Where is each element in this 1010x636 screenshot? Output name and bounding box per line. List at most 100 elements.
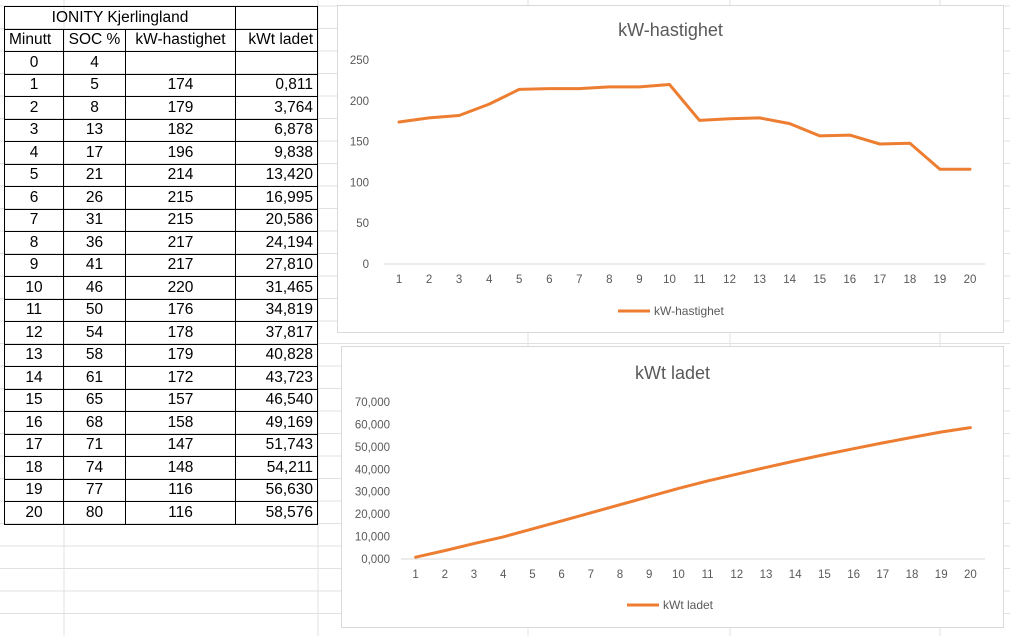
cell-soc[interactable]: 46 (63, 276, 126, 300)
cell-soc[interactable]: 4 (63, 51, 126, 75)
header-soc[interactable]: SOC % (63, 28, 126, 52)
cell-kwt-ladet[interactable]: 56,630 (235, 478, 318, 502)
cell-kw-hastighet[interactable]: 116 (125, 478, 236, 502)
cell-kwt-ladet[interactable]: 27,810 (235, 253, 318, 277)
series-line[interactable] (414, 426, 972, 559)
cell-kwt-ladet[interactable]: 16,995 (235, 186, 318, 210)
cell-soc[interactable]: 17 (63, 141, 126, 165)
cell-kw-hastighet[interactable] (125, 51, 236, 75)
cell-kwt-ladet[interactable]: 6,878 (235, 118, 318, 142)
cell-minutt[interactable]: 9 (4, 253, 64, 277)
x-tick-label: 13 (753, 274, 766, 286)
empty-cell[interactable] (235, 6, 318, 30)
cell-minutt[interactable]: 16 (4, 411, 64, 435)
cell-minutt[interactable]: 14 (4, 366, 64, 390)
cell-minutt[interactable]: 20 (4, 501, 64, 525)
y-tick-label: 50 (356, 218, 369, 230)
cell-minutt[interactable]: 0 (4, 51, 64, 75)
cell-kw-hastighet[interactable]: 172 (125, 366, 236, 390)
header-kwt-ladet[interactable]: kWt ladet (235, 28, 318, 52)
cell-kwt-ladet[interactable]: 3,764 (235, 96, 318, 120)
cell-soc[interactable]: 74 (63, 456, 126, 480)
cell-minutt[interactable]: 4 (4, 141, 64, 165)
cell-minutt[interactable]: 3 (4, 118, 64, 142)
cell-kw-hastighet[interactable]: 214 (125, 163, 236, 187)
cell-soc[interactable]: 58 (63, 343, 126, 367)
cell-kwt-ladet[interactable]: 37,817 (235, 321, 318, 345)
chart-kw-hastighet[interactable]: kW-hastighet 0 50 100 150 200 250 1 2 3 4 5 6 7 8 9 10 11… (337, 5, 1004, 333)
cell-kwt-ladet[interactable]: 0,811 (235, 73, 318, 97)
header-minutt[interactable]: Minutt (4, 28, 64, 52)
header-kw-hastighet[interactable]: kW-hastighet (125, 28, 236, 52)
cell-soc[interactable]: 21 (63, 163, 126, 187)
cell-minutt[interactable]: 7 (4, 208, 64, 232)
cell-kw-hastighet[interactable]: 157 (125, 388, 236, 412)
cell-soc[interactable]: 71 (63, 433, 126, 457)
cell-kwt-ladet[interactable] (235, 51, 318, 75)
cell-kwt-ladet[interactable]: 20,586 (235, 208, 318, 232)
cell-kwt-ladet[interactable]: 31,465 (235, 276, 318, 300)
cell-soc[interactable]: 8 (63, 96, 126, 120)
cell-kw-hastighet[interactable]: 196 (125, 141, 236, 165)
cell-soc[interactable]: 54 (63, 321, 126, 345)
cell-kwt-ladet[interactable]: 34,819 (235, 298, 318, 322)
cell-minutt[interactable]: 1 (4, 73, 64, 97)
table-row: 15 65 157 46,540 (4, 388, 318, 412)
cell-kw-hastighet[interactable]: 158 (125, 411, 236, 435)
cell-kw-hastighet[interactable]: 215 (125, 186, 236, 210)
cell-kwt-ladet[interactable]: 49,169 (235, 411, 318, 435)
cell-kw-hastighet[interactable]: 174 (125, 73, 236, 97)
cell-kw-hastighet[interactable]: 220 (125, 276, 236, 300)
cell-kwt-ladet[interactable]: 51,743 (235, 433, 318, 457)
cell-minutt[interactable]: 10 (4, 276, 64, 300)
cell-soc[interactable]: 26 (63, 186, 126, 210)
cell-kwt-ladet[interactable]: 13,420 (235, 163, 318, 187)
table-title[interactable]: IONITY Kjerlingland (4, 6, 236, 30)
cell-kw-hastighet[interactable]: 215 (125, 208, 236, 232)
cell-kw-hastighet[interactable]: 178 (125, 321, 236, 345)
cell-minutt[interactable]: 12 (4, 321, 64, 345)
cell-kw-hastighet[interactable]: 179 (125, 343, 236, 367)
cell-kw-hastighet[interactable]: 217 (125, 231, 236, 255)
cell-kwt-ladet[interactable]: 24,194 (235, 231, 318, 255)
cell-soc[interactable]: 80 (63, 501, 126, 525)
cell-soc[interactable]: 13 (63, 118, 126, 142)
cell-kw-hastighet[interactable]: 217 (125, 253, 236, 277)
x-tick-label: 19 (935, 569, 948, 581)
cell-kwt-ladet[interactable]: 58,576 (235, 501, 318, 525)
cell-kwt-ladet[interactable]: 54,211 (235, 456, 318, 480)
cell-kw-hastighet[interactable]: 147 (125, 433, 236, 457)
cell-minutt[interactable]: 8 (4, 231, 64, 255)
cell-soc[interactable]: 5 (63, 73, 126, 97)
cell-soc[interactable]: 41 (63, 253, 126, 277)
cell-kw-hastighet[interactable]: 182 (125, 118, 236, 142)
cell-soc[interactable]: 61 (63, 366, 126, 390)
cell-kw-hastighet[interactable]: 176 (125, 298, 236, 322)
cell-minutt[interactable]: 11 (4, 298, 64, 322)
cell-kwt-ladet[interactable]: 46,540 (235, 388, 318, 412)
cell-minutt[interactable]: 15 (4, 388, 64, 412)
cell-minutt[interactable]: 17 (4, 433, 64, 457)
cell-soc[interactable]: 31 (63, 208, 126, 232)
series-line[interactable] (397, 83, 972, 171)
cell-soc[interactable]: 65 (63, 388, 126, 412)
cell-minutt[interactable]: 18 (4, 456, 64, 480)
cell-soc[interactable]: 68 (63, 411, 126, 435)
cell-kwt-ladet[interactable]: 43,723 (235, 366, 318, 390)
cell-minutt[interactable]: 6 (4, 186, 64, 210)
cell-soc[interactable]: 36 (63, 231, 126, 255)
cell-minutt[interactable]: 13 (4, 343, 64, 367)
cell-kwt-ladet[interactable]: 40,828 (235, 343, 318, 367)
cell-kw-hastighet[interactable]: 116 (125, 501, 236, 525)
chart-legend[interactable]: kWt ladet (627, 598, 714, 612)
cell-soc[interactable]: 77 (63, 478, 126, 502)
cell-minutt[interactable]: 5 (4, 163, 64, 187)
cell-soc[interactable]: 50 (63, 298, 126, 322)
chart-legend[interactable]: kW-hastighet (618, 304, 724, 318)
cell-minutt[interactable]: 19 (4, 478, 64, 502)
cell-kw-hastighet[interactable]: 148 (125, 456, 236, 480)
chart-kwt-ladet[interactable]: kWt ladet 0,000 10,000 20,000 30,000 40,000 50… (341, 346, 1004, 628)
cell-kw-hastighet[interactable]: 179 (125, 96, 236, 120)
cell-kwt-ladet[interactable]: 9,838 (235, 141, 318, 165)
cell-minutt[interactable]: 2 (4, 96, 64, 120)
